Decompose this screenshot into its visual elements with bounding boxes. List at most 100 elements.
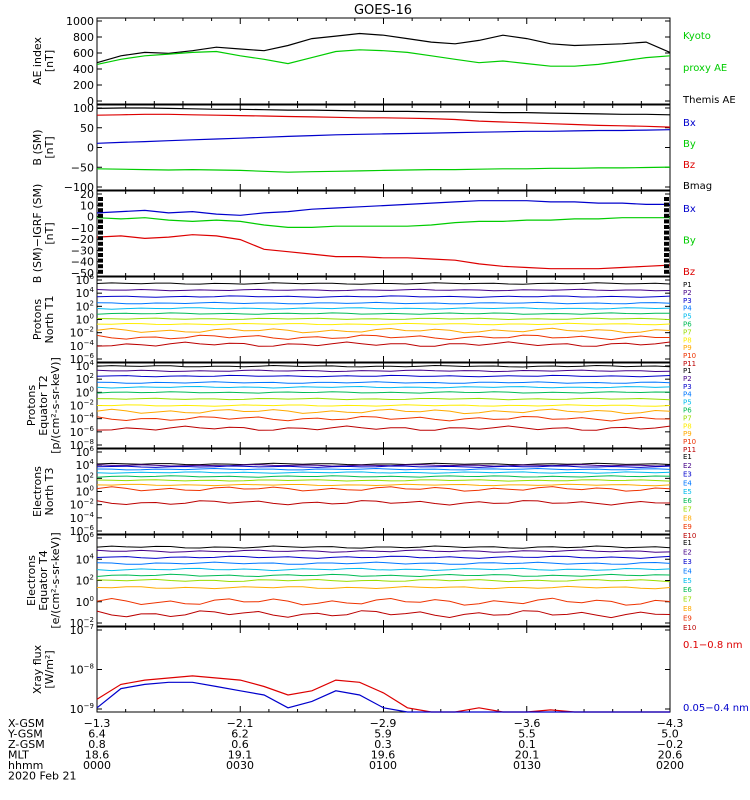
legend-entry: E4 <box>683 567 692 575</box>
footer-value: 0.6 <box>231 738 249 751</box>
footer-table: X-GSM −1.3 −2.1 −2.9 −3.6 −4.3 Y-GSM 6.4 6.2 5.9 5… <box>7 717 684 783</box>
series-line-0 <box>96 107 671 116</box>
series-line-0 <box>96 32 671 64</box>
series-line-4 <box>96 385 671 389</box>
series-line-2 <box>96 295 671 298</box>
edge-marker-left <box>98 247 103 252</box>
series-line-10 <box>96 425 671 431</box>
panel-frame <box>96 190 671 277</box>
edge-marker-left <box>98 258 103 263</box>
panel-ylabel: North T1 <box>43 296 56 344</box>
legend-entry: E3 <box>683 558 692 566</box>
footer-row-label: X-GSM <box>8 717 44 730</box>
ytick-exponent: 0 <box>90 595 94 603</box>
footer-value: 5.9 <box>374 728 392 741</box>
footer-row-label: Y-GSM <box>7 728 43 741</box>
ytick-label: 1000 <box>66 15 94 28</box>
panel-ylabel: [nT] <box>43 136 56 158</box>
series-line-1 <box>96 217 670 228</box>
legend-entry: P2 <box>683 289 692 297</box>
ytick-label: −20 <box>71 233 94 246</box>
series-line-3 <box>96 166 671 173</box>
legend-entry: P1 <box>683 367 692 375</box>
series-line-8 <box>96 486 671 492</box>
ytick-label: −10 <box>71 222 94 235</box>
series-line-9 <box>96 610 671 619</box>
legend-entry: By <box>683 236 696 247</box>
series-line-2 <box>96 465 671 468</box>
legend-entry: E10 <box>683 624 696 632</box>
legend-entry: E7 <box>683 596 692 604</box>
legend-entry: P7 <box>683 328 692 336</box>
series-line-4 <box>96 471 671 474</box>
ytick-label: 102 <box>76 372 94 386</box>
series-line-6 <box>96 479 671 482</box>
ytick-exponent: 6 <box>90 445 95 453</box>
ytick-label: 106 <box>76 445 95 459</box>
panel-ylabel: Equator T4 <box>37 550 50 610</box>
ytick-label: 800 <box>73 31 94 44</box>
edge-marker-left <box>98 225 103 229</box>
ytick-label: 10−2 <box>70 399 94 413</box>
panel-ae: 1000 800 600 400 200 0 AE index [nT] Kyoto proxy … <box>31 15 736 108</box>
series-line-8 <box>96 597 671 606</box>
legend-entry: E1 <box>683 453 692 461</box>
ytick-label: 0 <box>87 142 94 155</box>
legend-entry: P11 <box>683 360 696 368</box>
footer-value: 0200 <box>656 759 684 772</box>
panel-data <box>96 107 671 173</box>
legend-entry: Bmag <box>683 181 712 192</box>
footer-value: 20.6 <box>658 749 683 762</box>
footer-value: −2.9 <box>370 717 397 730</box>
panel-data <box>96 364 671 431</box>
ytick-exponent: −6 <box>84 425 95 433</box>
footer-value: −3.6 <box>514 717 541 730</box>
ytick-label: 10−6 <box>70 425 95 439</box>
series-line-7 <box>96 483 671 487</box>
ytick-label: −50 <box>71 161 94 174</box>
footer-value: 0100 <box>369 759 397 772</box>
series-line-1 <box>96 464 671 467</box>
legend-entry: E6 <box>683 497 692 505</box>
ytick-label: 106 <box>76 273 95 287</box>
footer-value: −0.2 <box>657 738 684 751</box>
footer-value: −1.3 <box>84 717 111 730</box>
series-line-1 <box>96 681 670 713</box>
series-line-1 <box>96 49 671 67</box>
series-line-5 <box>96 475 671 478</box>
series-line-6 <box>96 578 671 583</box>
series-line-9 <box>96 334 670 341</box>
legend-entry: By <box>683 139 696 150</box>
ytick-exponent: −9 <box>84 702 94 710</box>
legend-entry: Bx <box>683 118 696 129</box>
footer-value: 19.1 <box>228 749 253 762</box>
legend-entry: P2 <box>683 375 692 383</box>
panel-ylabel: [W/m²] <box>43 650 56 688</box>
footer-value: 0130 <box>513 759 541 772</box>
ytick-label: 0 <box>87 211 94 224</box>
footer-value: 20.1 <box>515 749 540 762</box>
edge-marker-left <box>98 197 103 201</box>
series-line-6 <box>96 317 671 321</box>
ytick-exponent: −4 <box>84 412 95 420</box>
series-line-8 <box>96 408 671 415</box>
footer-value: −2.1 <box>227 717 254 730</box>
series-line-2 <box>96 374 671 378</box>
edge-marker-right <box>664 225 669 229</box>
legend-entry: E4 <box>683 479 692 487</box>
ytick-exponent: 2 <box>90 471 94 479</box>
ytick-label: −30 <box>71 244 94 257</box>
legend-entry: E3 <box>683 471 692 479</box>
ytick-label: 102 <box>76 471 94 485</box>
ytick-label: 600 <box>73 47 94 60</box>
panel-data <box>96 675 670 713</box>
ytick-label: 50 <box>80 122 94 135</box>
ytick-exponent: −4 <box>84 511 95 519</box>
legend-entry: E6 <box>683 586 692 594</box>
